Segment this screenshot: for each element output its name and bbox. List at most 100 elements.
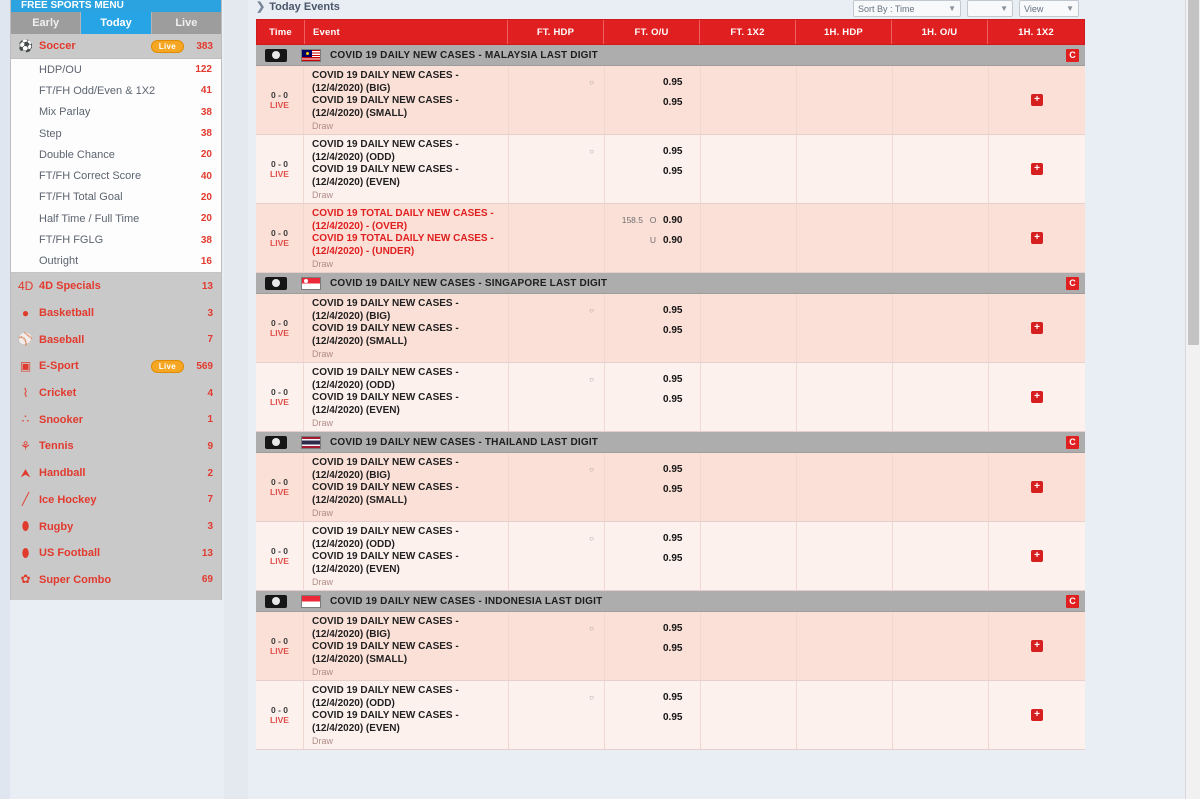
column-header-fthdp[interactable]: FT. HDP bbox=[508, 20, 604, 44]
1h-hdp-cell[interactable] bbox=[797, 135, 893, 203]
event-name-cell[interactable]: COVID 19 DAILY NEW CASES - (12/4/2020) (O… bbox=[304, 363, 509, 431]
ft-1x2-cell[interactable] bbox=[701, 612, 797, 680]
submenu-item-8[interactable]: FT/FH FGLG 38 bbox=[11, 229, 221, 250]
1h-ou-cell[interactable] bbox=[893, 612, 989, 680]
ft-1x2-cell[interactable] bbox=[701, 363, 797, 431]
sidebar-item-baseball[interactable]: ⚾ Baseball 7 bbox=[11, 326, 221, 353]
odd-value[interactable]: 0.95 bbox=[663, 552, 683, 564]
expand-more-button[interactable]: + bbox=[1031, 550, 1043, 562]
1h-hdp-cell[interactable] bbox=[797, 363, 893, 431]
odd-value[interactable]: 0.95 bbox=[663, 165, 683, 177]
submenu-item-6[interactable]: FT/FH Total Goal 20 bbox=[11, 187, 221, 208]
column-header-1h1x2[interactable]: 1H. 1X2 bbox=[1018, 26, 1054, 38]
sidebar-item-super-combo[interactable]: ✿ Super Combo 69 bbox=[11, 567, 221, 594]
sidebar-item-rugby[interactable]: ⬮ Rugby 3 bbox=[11, 513, 221, 540]
ft-1x2-cell[interactable] bbox=[701, 204, 797, 272]
1h-ou-cell[interactable] bbox=[893, 294, 989, 362]
ft-hdp-cell[interactable]: ○ bbox=[509, 135, 605, 203]
expand-more-button[interactable]: + bbox=[1031, 232, 1043, 244]
odd-value[interactable]: 0.95 bbox=[663, 145, 683, 157]
ft-hdp-cell[interactable]: ○ bbox=[509, 681, 605, 749]
ft-ou-cell[interactable]: 0.95 0.95 bbox=[605, 66, 701, 134]
scrollbar-thumb[interactable] bbox=[1188, 0, 1199, 345]
odd-value[interactable]: 0.95 bbox=[663, 691, 683, 703]
sidebar-tab-early[interactable]: Early bbox=[11, 12, 82, 34]
odd-value[interactable]: 0.90 bbox=[663, 214, 683, 226]
event-name-cell[interactable]: COVID 19 DAILY NEW CASES - (12/4/2020) (B… bbox=[304, 66, 509, 134]
refresh-icon[interactable]: C bbox=[1066, 435, 1079, 449]
sidebar-item-us-football[interactable]: ⬮ US Football 13 bbox=[11, 540, 221, 567]
odd-value[interactable]: 0.95 bbox=[663, 463, 683, 475]
refresh-icon[interactable]: C bbox=[1066, 276, 1079, 290]
sidebar-item-4d-specials[interactable]: 4D 4D Specials 13 bbox=[11, 273, 221, 300]
odd-value[interactable]: 0.95 bbox=[663, 532, 683, 544]
sidebar-item-cricket[interactable]: ⌇ Cricket 4 bbox=[11, 380, 221, 407]
column-header-1hou[interactable]: 1H. O/U bbox=[892, 20, 988, 44]
submenu-item-0[interactable]: HDP/OU 122 bbox=[11, 59, 221, 80]
submenu-item-5[interactable]: FT/FH Correct Score 40 bbox=[11, 165, 221, 186]
ft-ou-cell[interactable]: 0.95 0.95 bbox=[605, 681, 701, 749]
ft-ou-cell[interactable]: 0.95 0.95 bbox=[605, 453, 701, 521]
sidebar-item-soccer[interactable]: ⚽ Soccer Live 383 bbox=[11, 34, 221, 59]
live-stream-icon[interactable] bbox=[265, 435, 287, 449]
refresh-icon[interactable]: C bbox=[1066, 48, 1079, 62]
expand-more-button[interactable]: + bbox=[1031, 322, 1043, 334]
1h-ou-cell[interactable] bbox=[893, 681, 989, 749]
submenu-item-7[interactable]: Half Time / Full Time 20 bbox=[11, 208, 221, 229]
odd-value[interactable]: 0.95 bbox=[663, 373, 683, 385]
submenu-item-2[interactable]: Mix Parlay 38 bbox=[11, 102, 221, 123]
1h-hdp-cell[interactable] bbox=[797, 681, 893, 749]
event-name-cell[interactable]: COVID 19 DAILY NEW CASES - (12/4/2020) (O… bbox=[304, 681, 509, 749]
1h-hdp-cell[interactable] bbox=[797, 612, 893, 680]
ft-hdp-cell[interactable]: ○ bbox=[509, 522, 605, 590]
sidebar-tab-today[interactable]: Today bbox=[81, 12, 152, 34]
event-name-cell[interactable]: COVID 19 DAILY NEW CASES - (12/4/2020) (B… bbox=[304, 294, 509, 362]
ft-hdp-cell[interactable] bbox=[509, 204, 605, 272]
ft-ou-cell[interactable]: 158.5 O 0.90 U 0.90 bbox=[605, 204, 701, 272]
submenu-item-9[interactable]: Outright 16 bbox=[11, 251, 221, 272]
sidebar-item-ice-hockey[interactable]: ╱ Ice Hockey 7 bbox=[11, 486, 221, 513]
column-header-event[interactable]: Event bbox=[305, 20, 508, 44]
event-name-cell[interactable]: COVID 19 DAILY NEW CASES - (12/4/2020) (B… bbox=[304, 453, 509, 521]
sort-select[interactable]: Sort By : Time ▼ bbox=[853, 0, 961, 17]
expand-more-button[interactable]: + bbox=[1031, 640, 1043, 652]
odd-value[interactable]: 0.95 bbox=[663, 324, 683, 336]
ft-ou-cell[interactable]: 0.95 0.95 bbox=[605, 363, 701, 431]
ft-hdp-cell[interactable]: ○ bbox=[509, 363, 605, 431]
odd-value[interactable]: 0.95 bbox=[663, 622, 683, 634]
odd-value[interactable]: 0.95 bbox=[663, 96, 683, 108]
odd-value[interactable]: 0.95 bbox=[663, 642, 683, 654]
layout-select[interactable]: ▼ bbox=[967, 0, 1013, 17]
column-header-time[interactable]: Time bbox=[257, 20, 305, 44]
odd-value[interactable]: 0.90 bbox=[663, 234, 683, 246]
1h-hdp-cell[interactable] bbox=[797, 453, 893, 521]
sidebar-item-tennis[interactable]: ⚘ Tennis 9 bbox=[11, 433, 221, 460]
event-name-cell[interactable]: COVID 19 TOTAL DAILY NEW CASES - (12/4/20… bbox=[304, 204, 509, 272]
1h-ou-cell[interactable] bbox=[893, 66, 989, 134]
event-name-cell[interactable]: COVID 19 DAILY NEW CASES - (12/4/2020) (O… bbox=[304, 522, 509, 590]
odd-value[interactable]: 0.95 bbox=[663, 483, 683, 495]
ft-ou-cell[interactable]: 0.95 0.95 bbox=[605, 294, 701, 362]
column-header-ftou[interactable]: FT. O/U bbox=[604, 20, 700, 44]
expand-more-button[interactable]: + bbox=[1031, 481, 1043, 493]
ft-1x2-cell[interactable] bbox=[701, 681, 797, 749]
expand-more-button[interactable]: + bbox=[1031, 391, 1043, 403]
sidebar-item-e-sport[interactable]: ▣ E-Sport Live 569 bbox=[11, 353, 221, 380]
odd-value[interactable]: 0.95 bbox=[663, 76, 683, 88]
ft-hdp-cell[interactable]: ○ bbox=[509, 294, 605, 362]
ft-1x2-cell[interactable] bbox=[701, 522, 797, 590]
1h-hdp-cell[interactable] bbox=[797, 294, 893, 362]
1h-ou-cell[interactable] bbox=[893, 204, 989, 272]
expand-more-button[interactable]: + bbox=[1031, 709, 1043, 721]
ft-hdp-cell[interactable]: ○ bbox=[509, 612, 605, 680]
column-header-ft1x2[interactable]: FT. 1X2 bbox=[700, 20, 796, 44]
ft-ou-cell[interactable]: 0.95 0.95 bbox=[605, 612, 701, 680]
sidebar-tab-live[interactable]: Live bbox=[151, 12, 221, 34]
vertical-scrollbar[interactable] bbox=[1185, 0, 1200, 799]
odd-value[interactable]: 0.95 bbox=[663, 393, 683, 405]
ft-1x2-cell[interactable] bbox=[701, 294, 797, 362]
expand-more-button[interactable]: + bbox=[1031, 94, 1043, 106]
live-stream-icon[interactable] bbox=[265, 276, 287, 290]
sidebar-item-basketball[interactable]: ● Basketball 3 bbox=[11, 300, 221, 327]
event-name-cell[interactable]: COVID 19 DAILY NEW CASES - (12/4/2020) (O… bbox=[304, 135, 509, 203]
